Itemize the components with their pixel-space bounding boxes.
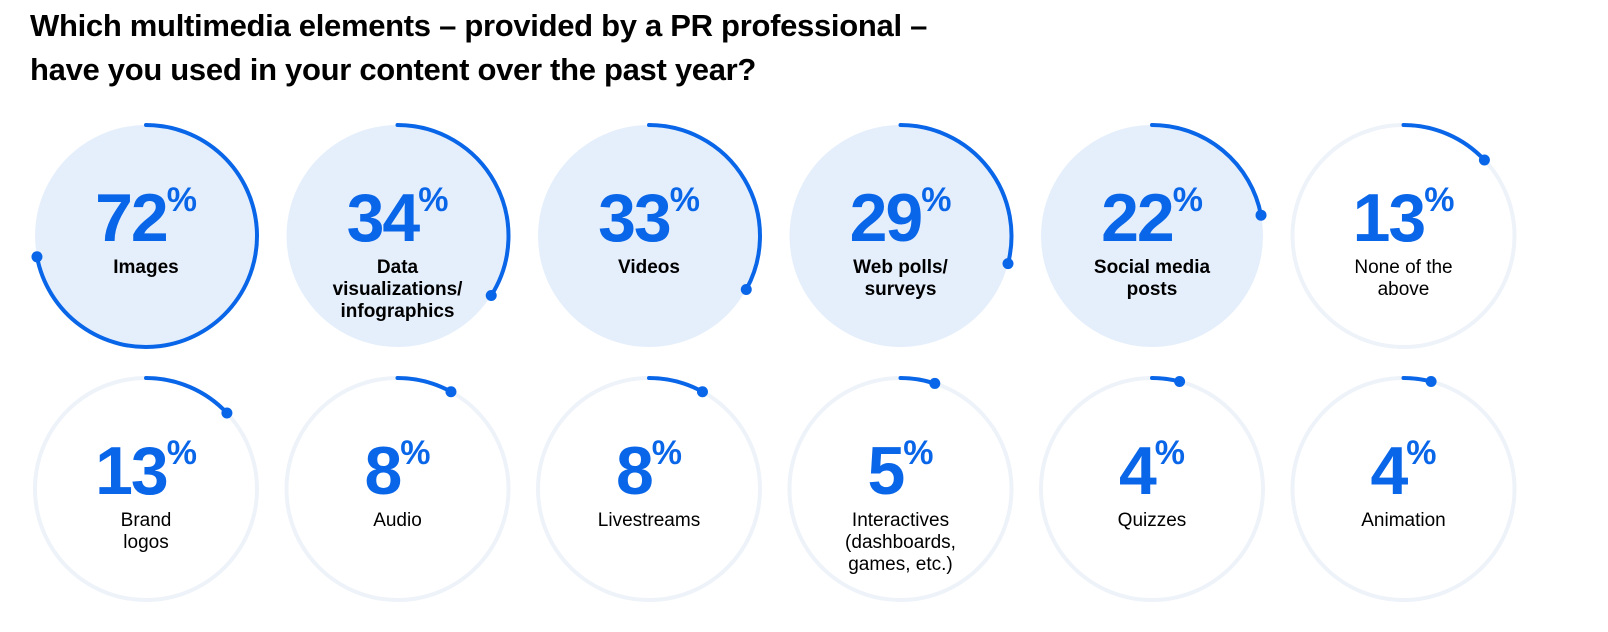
circle-fill [1041, 125, 1263, 347]
stat-label: Social media posts [1094, 257, 1211, 300]
stat-value: 8% [616, 433, 682, 509]
stat-value: 29% [850, 180, 952, 256]
stat-value: 13% [1353, 180, 1455, 256]
title-line-2: have you used in your content over the p… [30, 52, 757, 87]
progress-arc-end-dot [1174, 375, 1186, 387]
stat-circle: 34%Data visualizations/infographics [286, 123, 511, 347]
progress-arc-end-dot [929, 377, 941, 389]
stat-label: Quizzes [1118, 510, 1187, 531]
progress-arc [647, 123, 762, 292]
stat-value: 72% [95, 180, 197, 256]
stat-value: 4% [1119, 433, 1185, 509]
circle-fill [538, 125, 760, 347]
progress-arc-end-dot [485, 289, 497, 301]
progress-arc [1150, 123, 1264, 218]
progress-arc-end-dot [445, 386, 457, 398]
stat-label: Data visualizations/infographics [333, 257, 464, 322]
stat-label: Brand logos [121, 510, 172, 553]
stat-circle: 22%Social media posts [1041, 123, 1267, 347]
stat-label: Interactives (dashboards, games, etc.) [845, 510, 956, 575]
stat-value: 4% [1370, 433, 1436, 509]
stat-label: Web polls/surveys [853, 257, 948, 300]
stat-circle: 13%None of the above [1290, 123, 1517, 349]
stat-circle: 13%Brand logos [33, 376, 259, 602]
stat-label: Images [113, 257, 178, 278]
stat-value: 33% [598, 180, 700, 256]
progress-arc-end-dot [221, 407, 233, 419]
progress-arc [144, 376, 229, 416]
stat-value: 5% [867, 433, 933, 509]
progress-arc-end-dot [1255, 209, 1267, 221]
circle-fill [286, 125, 509, 347]
stat-label: None of the above [1354, 257, 1452, 300]
stat-value: 13% [95, 433, 197, 509]
stat-label: Videos [618, 257, 680, 278]
progress-arc-end-dot [31, 251, 43, 263]
stat-value: 8% [364, 433, 430, 509]
stat-circle: 33%Videos [538, 123, 762, 347]
stat-circle: 29%Web polls/surveys [789, 123, 1014, 347]
progress-arc-end-dot [696, 386, 708, 398]
stat-circle: 5%Interactives (dashboards, games, etc.) [787, 376, 1014, 602]
progress-arc [395, 376, 453, 394]
stat-label: Livestreams [598, 510, 700, 531]
progress-arc [395, 123, 511, 298]
stat-label: Audio [373, 510, 422, 531]
progress-arc [1401, 123, 1487, 163]
progress-arc [34, 123, 259, 349]
stat-circle: 8%Livestreams [536, 376, 762, 602]
progress-arc [647, 376, 705, 394]
progress-arc-end-dot [1478, 154, 1490, 166]
stat-label: Animation [1361, 510, 1446, 531]
stat-circle: 8%Audio [284, 376, 511, 602]
chart-title: Which multimedia elements – provided by … [30, 4, 1130, 92]
circle-fill [35, 125, 257, 347]
stat-circle: 4%Animation [1290, 375, 1517, 602]
title-line-1: Which multimedia elements – provided by … [30, 8, 928, 43]
stat-circle: 72%Images [31, 123, 259, 349]
stat-value: 22% [1101, 180, 1203, 256]
stat-circle: 4%Quizzes [1039, 375, 1265, 602]
progress-arc-end-dot [1002, 258, 1014, 270]
circle-fill [789, 125, 1012, 347]
progress-arc [898, 123, 1014, 266]
progress-arc-end-dot [1425, 375, 1437, 387]
stat-value: 34% [347, 180, 449, 256]
progress-arc-end-dot [740, 283, 752, 295]
